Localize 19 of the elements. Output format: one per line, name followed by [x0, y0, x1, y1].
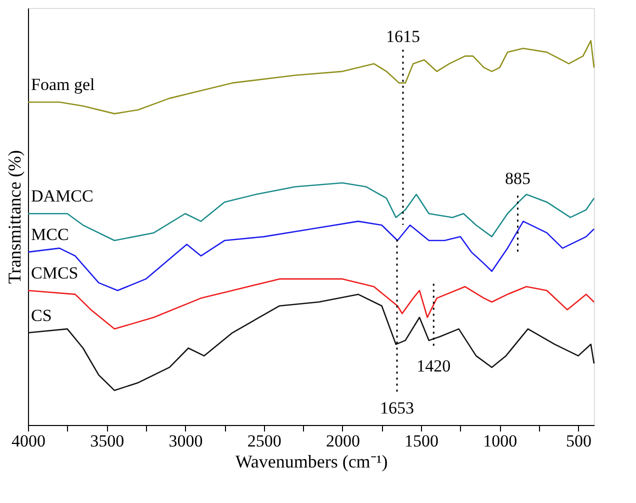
ref-line-label: 1653 [380, 398, 414, 418]
ref-line-label: 885 [504, 168, 530, 188]
series-label: CMCS [31, 263, 78, 282]
x-tick-label: 1000 [483, 432, 518, 450]
series-label: Foam gel [31, 75, 96, 94]
series-label: CS [31, 306, 52, 325]
ref-line-label: 1615 [386, 27, 420, 46]
x-tick-label: 500 [566, 432, 592, 450]
ref-line-label: 1420 [416, 356, 451, 376]
x-tick-label: 1500 [404, 432, 439, 450]
x-tick-label: 4000 [12, 432, 46, 450]
x-tick-label: 3500 [90, 432, 124, 450]
y-axis-title: Transmittance (%) [4, 150, 24, 284]
x-axis-title: Wavenumbers (cm⁻¹) [235, 452, 388, 472]
x-tick-label: 3000 [168, 432, 203, 450]
series-label: MCC [31, 225, 69, 244]
series-label: DAMCC [31, 186, 94, 206]
x-tick-label: 2000 [326, 432, 360, 450]
x-tick-label: 2500 [247, 432, 282, 450]
